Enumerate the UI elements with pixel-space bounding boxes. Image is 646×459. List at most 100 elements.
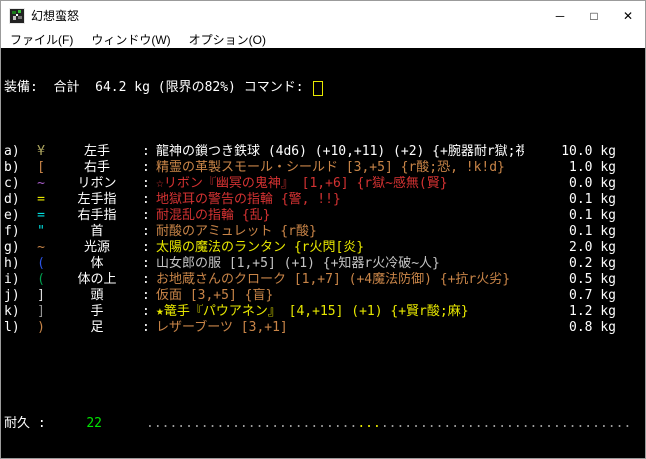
- equip-colon: :: [142, 304, 150, 319]
- equip-slot-label: 光源: [83, 240, 110, 255]
- equip-slot-label: 右手: [83, 160, 110, 175]
- equip-colon: :: [142, 320, 150, 335]
- equipment-row: g) ~ 光源: 太陽の魔法のランタン {r火閃[炎} 2.0 kg: [2, 240, 644, 256]
- item-symbol-icon: ]: [37, 288, 45, 303]
- item-weight: 0.0 kg: [569, 176, 616, 191]
- equip-colon: :: [142, 160, 150, 175]
- equip-slot-label: 手: [90, 304, 104, 319]
- equipment-row: e) = 右手指: 耐混乱の指輪 {乱} 0.1 kg: [2, 208, 644, 224]
- item-symbol-icon: ~: [37, 176, 45, 191]
- equip-index: b): [4, 160, 20, 175]
- equip-index: k): [4, 304, 20, 319]
- close-button[interactable]: ✕: [622, 8, 634, 23]
- item-weight: 0.5 kg: [569, 272, 616, 287]
- item-name: 地獄耳の警告の指輪 {警, !!}: [156, 192, 341, 207]
- item-weight: 1.2 kg: [569, 304, 616, 319]
- equip-header: 装備: 合計 64.2 kg (限界の82%) コマンド:: [2, 80, 644, 96]
- stat-endurance: 耐久 :22: [4, 416, 102, 431]
- menu-item-file[interactable]: ファイル(F): [10, 32, 74, 47]
- equipment-row: k)] 手: ★篭手『パウアネン』 [4,+15] (+1) {+賢r酸;麻} 1.2…: [2, 304, 644, 320]
- map-cells: ................................: [380, 416, 632, 431]
- item-weight: 0.1 kg: [569, 224, 616, 239]
- equip-slot-label: 右手指: [77, 208, 117, 223]
- equipment-row: h) ( 体: 山女郎の服 [1,+5] (+1) {+知器r火冷破~人} 0.2 kg: [2, 256, 644, 272]
- item-symbol-icon: [: [37, 160, 45, 175]
- equip-slot-label: 体: [90, 256, 104, 271]
- item-weight: 0.1 kg: [569, 192, 616, 207]
- item-weight: 0.8 kg: [569, 320, 616, 335]
- window-title: 幻想蛮怒: [31, 9, 80, 23]
- equip-colon: :: [142, 256, 150, 271]
- item-symbol-icon: ¥: [37, 144, 45, 159]
- equip-colon: :: [142, 208, 150, 223]
- item-weight: 0.1 kg: [569, 208, 616, 223]
- equip-index: c): [4, 176, 20, 191]
- equip-slot-label: 頭: [90, 288, 104, 303]
- equip-index: a): [4, 144, 20, 159]
- equipment-row: a) ¥ 左手: 龍神の鎖つき鉄球 (4d6) (+10,+11) (+2) {+腕器…: [2, 144, 644, 160]
- equip-index: l): [4, 320, 20, 335]
- equip-colon: :: [142, 192, 150, 207]
- item-symbol-icon: ): [37, 320, 45, 335]
- map-cells: ...: [357, 416, 381, 431]
- equipment-row: j)] 頭: 仮面 [3,+5] {盲} 0.7 kg: [2, 288, 644, 304]
- item-symbol-icon: (: [37, 272, 45, 287]
- equip-colon: :: [142, 272, 150, 287]
- map-and-stats: 耐久 :22..................................…: [2, 384, 644, 458]
- equip-index: h): [4, 256, 20, 271]
- equip-slot-label: 首: [90, 224, 104, 239]
- item-name: 耐混乱の指輪 {乱}: [156, 208, 271, 223]
- item-weight: 2.0 kg: [569, 240, 616, 255]
- command-cursor: [313, 80, 324, 96]
- equipment-row: f) " 首: 耐酸のアミュレット {r酸} 0.1 kg: [2, 224, 644, 240]
- equip-colon: :: [142, 144, 150, 159]
- app-icon: [9, 7, 25, 24]
- item-name: 精霊の革製スモール・シールド [3,+5] {r酸;恐, !k!d}: [156, 160, 505, 175]
- equipment-row: c) ~ リボン: ☆リボン『幽冥の鬼神』 [1,+6] {r獄~感無(賢} 0.0 k…: [2, 176, 644, 192]
- game-terminal: 装備: 合計 64.2 kg (限界の82%) コマンド: a) ¥ 左手: 龍神の鎖…: [2, 48, 644, 458]
- item-name: レザーブーツ [3,+1]: [156, 320, 288, 335]
- equip-slot-label: 左手指: [77, 192, 117, 207]
- equip-colon: :: [142, 240, 150, 255]
- item-name: 耐酸のアミュレット {r酸}: [156, 224, 317, 239]
- equip-colon: :: [142, 176, 150, 191]
- title-bar: 幻想蛮怒 ─ □ ✕: [1, 1, 645, 30]
- equipment-row: b) [ 右手: 精霊の革製スモール・シールド [3,+5] {r酸;恐, !k!d}…: [2, 160, 644, 176]
- equip-index: e): [4, 208, 20, 223]
- item-symbol-icon: =: [37, 208, 45, 223]
- equip-index: d): [4, 192, 20, 207]
- equip-index: f): [4, 224, 20, 239]
- equipment-list: a) ¥ 左手: 龍神の鎖つき鉄球 (4d6) (+10,+11) (+2) {+腕器…: [2, 144, 644, 336]
- item-name: 龍神の鎖つき鉄球 (4d6) (+10,+11) (+2) {+腕器耐r獄;視麻…: [156, 144, 524, 159]
- item-weight: 10.0 kg: [561, 144, 616, 159]
- equip-index: g): [4, 240, 20, 255]
- item-symbol-icon: (: [37, 256, 45, 271]
- item-name: 山女郎の服 [1,+5] (+1) {+知器r火冷破~人}: [156, 256, 440, 271]
- equip-index: j): [4, 288, 20, 303]
- item-weight: 0.2 kg: [569, 256, 616, 271]
- map-cells: ...........................: [146, 416, 358, 431]
- menu-item-window[interactable]: ウィンドウ(W): [91, 32, 171, 47]
- item-symbol-icon: =: [37, 192, 45, 207]
- map-row: ........................................…: [146, 416, 644, 432]
- item-name: 太陽の魔法のランタン {r火閃[炎}: [156, 240, 365, 255]
- menu-item-options[interactable]: オプション(O): [188, 32, 266, 47]
- item-symbol-icon: ]: [37, 304, 45, 319]
- item-name: 仮面 [3,+5] {盲}: [156, 288, 274, 303]
- equip-slot-label: 足: [90, 320, 104, 335]
- equip-index: i): [4, 272, 20, 287]
- equip-slot-label: 左手: [83, 144, 110, 159]
- minimize-button[interactable]: ─: [555, 8, 565, 23]
- item-symbol-icon: ~: [37, 240, 45, 255]
- maximize-button[interactable]: □: [590, 8, 598, 23]
- item-name: ★篭手『パウアネン』 [4,+15] (+1) {+賢r酸;麻}: [156, 304, 469, 319]
- item-name: ☆リボン『幽冥の鬼神』 [1,+6] {r獄~感無(賢}: [156, 176, 448, 191]
- item-name: お地蔵さんのクローク [1,+7] (+4魔法防御) {+抗r火劣}: [156, 272, 511, 287]
- equip-colon: :: [142, 224, 150, 239]
- equipment-row: i) (体の上: お地蔵さんのクローク [1,+7] (+4魔法防御) {+抗r火劣…: [2, 272, 644, 288]
- equip-slot-label: リボン: [77, 176, 117, 191]
- item-weight: 1.0 kg: [569, 160, 616, 175]
- menu-bar: ファイル(F) ウィンドウ(W) オプション(O): [1, 30, 645, 48]
- equipment-row: d) = 左手指: 地獄耳の警告の指輪 {警, !!} 0.1 kg: [2, 192, 644, 208]
